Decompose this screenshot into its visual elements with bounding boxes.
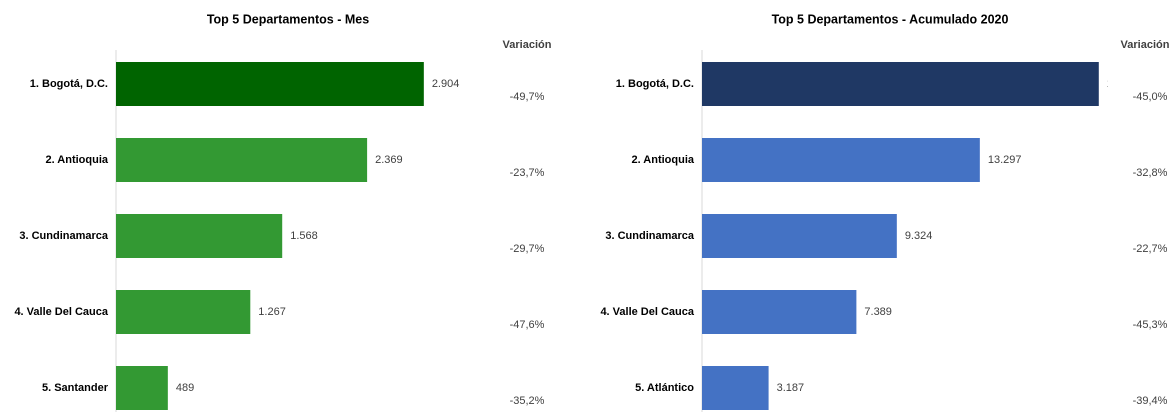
category-label: 1. Bogotá, D.C. bbox=[30, 78, 108, 90]
bar bbox=[116, 138, 368, 182]
value-label: 1.267 bbox=[258, 306, 286, 318]
category-label: 3. Cundinamarca bbox=[605, 230, 695, 242]
value-label: 2.369 bbox=[375, 154, 403, 166]
variation-value: -35,2% bbox=[510, 395, 545, 407]
variation-header: Variación bbox=[1121, 39, 1170, 51]
value-label: 18.990 bbox=[1107, 78, 1141, 90]
value-label: 9.324 bbox=[905, 230, 933, 242]
category-label: 1. Bogotá, D.C. bbox=[616, 78, 694, 90]
category-label: 5. Atlántico bbox=[635, 382, 694, 394]
variation-value: -45,3% bbox=[1133, 319, 1168, 331]
category-label: 4. Valle Del Cauca bbox=[600, 306, 694, 318]
value-label: 489 bbox=[176, 382, 194, 394]
bar bbox=[702, 214, 897, 258]
variation-value: -32,8% bbox=[1133, 167, 1168, 179]
value-label: 1.568 bbox=[290, 230, 318, 242]
bar bbox=[116, 366, 168, 410]
category-label: 4. Valle Del Cauca bbox=[14, 306, 108, 318]
bar bbox=[116, 214, 283, 258]
chart-title: Top 5 Departamentos - Mes bbox=[207, 12, 369, 26]
plot: 18.990 13.297 9.324 7.389 3.187 bbox=[777, 78, 1141, 394]
variation-value: -23,7% bbox=[510, 167, 545, 179]
variation-value: -22,7% bbox=[1133, 243, 1168, 255]
variation-value: -45,0% bbox=[1133, 91, 1168, 103]
bar bbox=[702, 366, 769, 410]
variation-value: -39,4% bbox=[1133, 395, 1168, 407]
bar bbox=[702, 62, 1099, 106]
chart-title: Top 5 Departamentos - Acumulado 2020 bbox=[772, 12, 1009, 26]
bar bbox=[116, 290, 251, 334]
value-label: 13.297 bbox=[988, 154, 1022, 166]
value-label: 3.187 bbox=[777, 382, 805, 394]
variation-value: -49,7% bbox=[510, 91, 545, 103]
variation-value: -29,7% bbox=[510, 243, 545, 255]
value-label: 2.904 bbox=[432, 78, 460, 90]
plot: 2.904 2.369 1.568 1.267 489 bbox=[176, 78, 460, 394]
bar bbox=[702, 138, 980, 182]
bar bbox=[116, 62, 424, 106]
bar bbox=[702, 290, 857, 334]
category-label: 2. Antioquia bbox=[45, 154, 108, 166]
variation-value: -47,6% bbox=[510, 319, 545, 331]
value-label: 7.389 bbox=[864, 306, 892, 318]
variation-header: Variación bbox=[503, 39, 552, 51]
category-label: 5. Santander bbox=[42, 382, 109, 394]
category-label: 2. Antioquia bbox=[631, 154, 694, 166]
category-label: 3. Cundinamarca bbox=[19, 230, 109, 242]
